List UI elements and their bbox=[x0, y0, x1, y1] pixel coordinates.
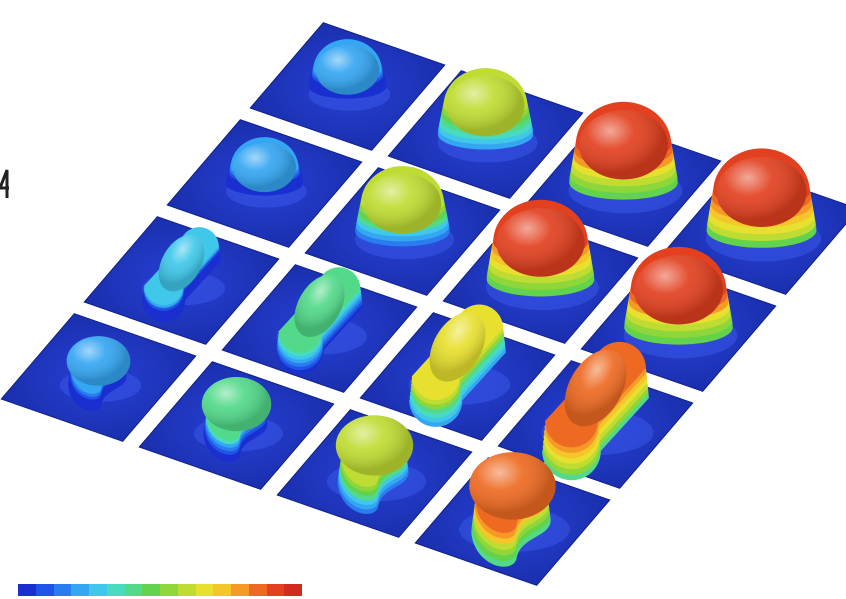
blob-highlight bbox=[363, 173, 442, 234]
colorbar-segment bbox=[71, 584, 89, 596]
blob-highlight bbox=[66, 336, 131, 386]
colorbar-legend bbox=[18, 584, 302, 596]
blob-highlight bbox=[315, 45, 380, 95]
surface-blob bbox=[308, 39, 391, 111]
surface-blob bbox=[142, 227, 225, 322]
blob-highlight bbox=[158, 234, 205, 292]
colorbar-segment bbox=[160, 584, 178, 596]
blob-highlight bbox=[469, 452, 556, 520]
surface-blob bbox=[541, 341, 654, 481]
surface-blob bbox=[226, 137, 307, 208]
colorbar-segment bbox=[177, 584, 196, 596]
colorbar-segment bbox=[53, 584, 72, 596]
surface-blob bbox=[408, 304, 511, 427]
surface-blob bbox=[486, 199, 599, 311]
blob-highlight bbox=[429, 312, 486, 382]
surface-blob bbox=[326, 415, 427, 514]
blob-highlight bbox=[579, 110, 668, 180]
blob-highlight bbox=[716, 156, 807, 227]
blob-highlight bbox=[335, 415, 414, 476]
colorbar-segment bbox=[248, 584, 267, 596]
surface-blob bbox=[194, 377, 283, 462]
surface-blob bbox=[568, 101, 683, 214]
surface-blob bbox=[705, 148, 822, 262]
blob-highlight bbox=[496, 207, 585, 277]
colorbar-segment bbox=[142, 584, 160, 596]
surface-blob bbox=[437, 68, 538, 163]
blob-highlight bbox=[564, 349, 627, 427]
blob-highlight bbox=[634, 255, 723, 325]
colorbar-segment bbox=[195, 584, 214, 596]
surface-blob bbox=[354, 166, 455, 260]
blobs-layer bbox=[59, 39, 822, 567]
colorbar-segment bbox=[231, 584, 249, 596]
colorbar-segment bbox=[18, 584, 36, 596]
surface-blob bbox=[59, 336, 142, 411]
blob-highlight bbox=[446, 75, 525, 137]
surface-blob bbox=[276, 267, 367, 374]
colorbar-segment bbox=[35, 584, 54, 596]
colorbar-segment bbox=[89, 584, 107, 596]
blob-highlight bbox=[201, 377, 272, 432]
colorbar-segment bbox=[124, 584, 143, 596]
surface-blob bbox=[459, 452, 570, 567]
colorbar-segment bbox=[284, 584, 302, 596]
cropped-label-fragment bbox=[0, 168, 10, 204]
blob-highlight bbox=[233, 142, 296, 193]
surface-blob bbox=[623, 246, 738, 359]
colorbar-segment bbox=[266, 584, 285, 596]
blob-highlight bbox=[294, 274, 345, 337]
colorbar-segment bbox=[106, 584, 125, 596]
colorbar-segment bbox=[213, 584, 231, 596]
